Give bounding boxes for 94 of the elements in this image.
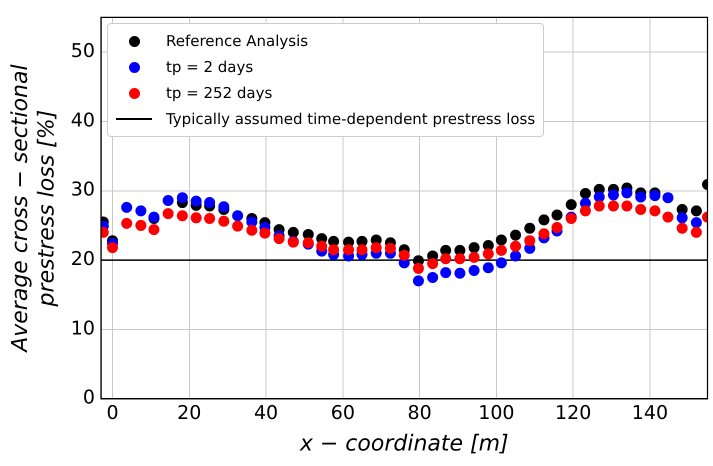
point: [524, 222, 536, 234]
point: [594, 192, 605, 203]
point: [176, 210, 188, 222]
point: [204, 197, 216, 208]
point: [190, 196, 202, 207]
point: [524, 235, 536, 246]
point: [121, 202, 132, 213]
point: [440, 253, 452, 264]
legend-label: tp = 2 days: [166, 57, 254, 78]
y-tick-label: 0: [82, 386, 95, 409]
point: [427, 272, 438, 283]
point: [649, 205, 660, 216]
point: [288, 226, 299, 238]
point: [510, 250, 522, 262]
point: [356, 244, 368, 256]
y-tick-label: 20: [70, 248, 95, 270]
point: [176, 192, 188, 204]
point: [370, 242, 382, 254]
legend-label: tp = 252 days: [166, 83, 272, 104]
point: [454, 268, 466, 279]
point: [608, 200, 619, 212]
x-tick-label: 120: [555, 402, 592, 424]
point: [135, 205, 146, 216]
y-axis-title: Average cross − sectional prestress loss [%]: [8, 64, 60, 354]
point: [496, 257, 507, 268]
point: [232, 210, 244, 222]
point: [468, 242, 480, 254]
point: [621, 187, 632, 198]
point: [594, 200, 605, 212]
point: [635, 204, 646, 215]
x-tick-label: 60: [330, 402, 355, 424]
point: [580, 205, 591, 216]
y-tick-label: 10: [70, 317, 95, 340]
point: [162, 208, 174, 220]
point: [204, 213, 216, 224]
x-tick-label: 20: [177, 402, 202, 424]
y-tick-label: 50: [70, 40, 95, 62]
point: [552, 210, 563, 221]
point: [468, 252, 480, 263]
point: [482, 262, 494, 274]
point: [316, 240, 328, 252]
point: [635, 192, 646, 203]
legend-label: Typically assumed time-dependent prestress loss: [166, 109, 536, 130]
point: [148, 224, 160, 236]
point: [676, 212, 688, 224]
point: [454, 253, 466, 264]
point: [274, 233, 285, 244]
x-axis-title: x − coordinate [m]: [298, 432, 509, 457]
point: [510, 230, 522, 241]
point: [496, 244, 507, 256]
point: [218, 216, 230, 227]
x-tick-label: 40: [254, 402, 278, 424]
point: [259, 228, 270, 239]
point: [328, 244, 340, 256]
point: [190, 212, 202, 224]
point: [690, 226, 702, 238]
point: [162, 194, 174, 206]
point: [676, 222, 688, 234]
point: [412, 275, 424, 286]
point: [496, 234, 507, 246]
y-tick-label: 30: [70, 178, 95, 201]
point: [552, 222, 563, 234]
y-tick-label: 40: [70, 109, 95, 132]
point: [218, 201, 230, 212]
point: [412, 262, 424, 274]
point: [566, 199, 577, 210]
point: [232, 220, 244, 232]
point: [510, 240, 522, 252]
point: [427, 258, 438, 270]
point: [482, 248, 494, 260]
point: [398, 250, 410, 261]
point: [690, 205, 702, 216]
point: [106, 242, 118, 254]
point: [662, 192, 674, 204]
point: [135, 220, 146, 231]
point: [649, 190, 660, 202]
point: [246, 224, 258, 236]
point: [343, 244, 354, 256]
point: [690, 217, 702, 228]
point: [121, 218, 132, 229]
point: [468, 265, 480, 276]
x-tick-label: 80: [408, 402, 432, 424]
point: [440, 267, 452, 278]
point: [580, 188, 591, 200]
legend-label: Reference Analysis: [166, 31, 308, 52]
x-tick-label: 100: [478, 402, 514, 424]
point: [538, 228, 550, 240]
point: [621, 200, 632, 212]
x-tick-label: 140: [632, 402, 668, 424]
point: [538, 214, 550, 226]
x-tick-label: 0: [106, 402, 119, 424]
point: [384, 242, 396, 254]
point: [662, 212, 674, 223]
point: [608, 189, 619, 200]
